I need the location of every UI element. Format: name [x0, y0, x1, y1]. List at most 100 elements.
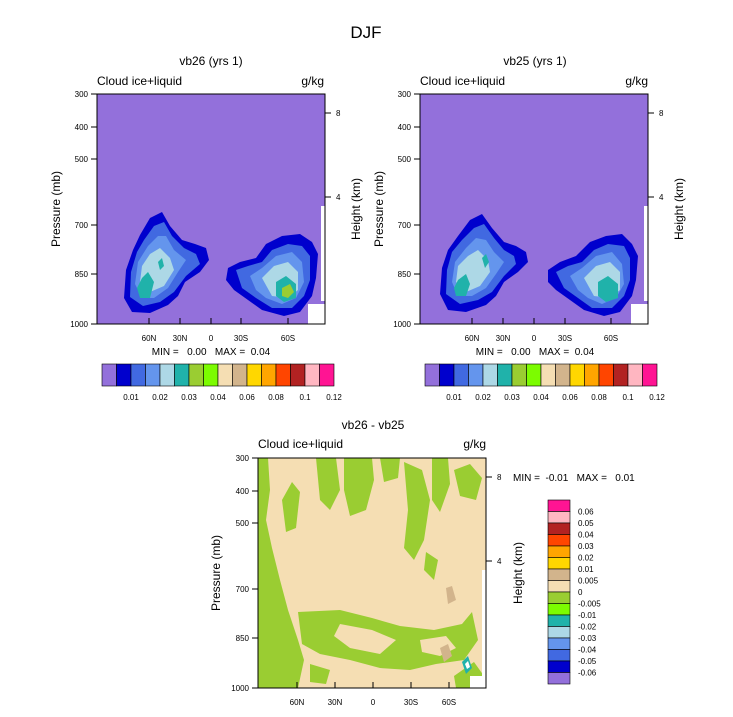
colorbar-swatch	[547, 614, 571, 627]
colorbar-swatch	[497, 363, 513, 387]
colorbar-label: 0.03	[504, 393, 520, 402]
pressure-tick: 700	[75, 221, 89, 230]
pressure-tick: 850	[236, 634, 250, 643]
colorbar-label: -0.02	[578, 623, 597, 632]
lat-tick: 0	[209, 334, 214, 343]
colorbar-swatch	[547, 568, 571, 581]
missing-data-mask	[470, 676, 487, 688]
colorbar-label: 0.03	[181, 393, 197, 402]
colorbar-label: 0.08	[591, 393, 607, 402]
field-label: Cloud ice+liquid	[258, 437, 343, 451]
pressure-tick: 1000	[393, 320, 411, 329]
units-label: g/kg	[301, 74, 324, 88]
plot-frame	[257, 457, 487, 689]
lat-tick: 0	[371, 698, 376, 707]
pressure-tick: 700	[398, 221, 412, 230]
colorbar-label: 0.01	[578, 565, 594, 574]
colorbar-label: 0.02	[578, 554, 594, 563]
colorbar-swatch	[304, 363, 320, 387]
page-title: DJF	[350, 23, 381, 42]
colorbar-swatch	[547, 522, 571, 535]
colorbar-label: 0.08	[268, 393, 284, 402]
lat-tick: 30S	[234, 334, 248, 343]
colorbar-label: 0.12	[326, 393, 342, 402]
lat-tick: 30S	[404, 698, 418, 707]
pressure-tick: 850	[398, 270, 412, 279]
colorbar-label: -0.04	[578, 646, 597, 655]
colorbar-swatch	[555, 363, 571, 387]
colorbar-swatch	[547, 580, 571, 593]
colorbar-label: 0.05	[578, 519, 594, 528]
colorbar-swatch	[547, 637, 571, 650]
colorbar-swatch	[547, 591, 571, 604]
colorbar-label: 0	[578, 588, 583, 597]
colorbar-swatch	[424, 363, 440, 387]
min-max-stats: MIN = 0.00 MAX = 0.04	[476, 347, 595, 358]
colorbar-swatch	[547, 603, 571, 616]
pressure-tick: 300	[75, 90, 89, 99]
colorbar-swatch	[547, 511, 571, 524]
colorbar: 0.01 0.02 0.03 0.04 0.06 0.08 0.1 0.12	[424, 363, 665, 402]
colorbar-label: 0.04	[578, 531, 594, 540]
pressure-tick: 850	[75, 270, 89, 279]
pressure-axis: 300 400 500 700 850 1000 Pressure (mb)	[209, 454, 258, 693]
colorbar-swatch	[217, 363, 233, 387]
height-tick: 4	[497, 557, 502, 566]
pressure-axis: 300 400 500 700 850 1000 Pressure (mb)	[372, 90, 420, 329]
panel-title: vb26 - vb25	[342, 418, 405, 432]
height-tick: 4	[336, 193, 341, 202]
colorbar-label: 0.01	[446, 393, 462, 402]
colorbar-swatch	[547, 649, 571, 662]
units-label: g/kg	[463, 437, 486, 451]
height-axis-label: Height (km)	[511, 542, 525, 604]
pressure-tick: 400	[75, 123, 89, 132]
pressure-tick: 300	[398, 90, 412, 99]
field-label: Cloud ice+liquid	[420, 74, 505, 88]
pressure-tick: 700	[236, 585, 250, 594]
height-axis-label: Height (km)	[349, 178, 363, 240]
cloud-contours-south	[226, 234, 318, 316]
colorbar-label: 0.06	[562, 393, 578, 402]
colorbar: 0.06 0.05 0.04 0.03 0.02 0.01 0.005 0 -0.005 -0.0…	[547, 499, 601, 685]
height-axis: 8 4 Height (km)	[486, 473, 525, 604]
colorbar-swatch	[569, 363, 585, 387]
colorbar: 0.01 0.02 0.03 0.04 0.06 0.08 0.1 0.12	[101, 363, 342, 402]
colorbar-swatch	[439, 363, 455, 387]
colorbar-swatch	[232, 363, 248, 387]
panel-vb26: vb26 (yrs 1) Cloud ice+liquid g/kg 300 4…	[49, 54, 363, 402]
colorbar-swatch	[511, 363, 527, 387]
colorbar-swatch	[598, 363, 614, 387]
colorbar-swatch	[101, 363, 117, 387]
pressure-tick: 300	[236, 454, 250, 463]
colorbar-swatch	[453, 363, 469, 387]
height-axis-label: Height (km)	[672, 178, 686, 240]
missing-data-mask	[321, 206, 326, 301]
pressure-tick: 1000	[70, 320, 88, 329]
colorbar-swatch	[547, 545, 571, 558]
lat-tick: 30S	[558, 334, 572, 343]
colorbar-label: 0.02	[475, 393, 491, 402]
panel-vb25: vb25 (yrs 1) Cloud ice+liquid g/kg 300 4…	[372, 54, 686, 402]
colorbar-swatch	[642, 363, 658, 387]
colorbar-label: 0.1	[622, 393, 634, 402]
lat-tick: 0	[532, 334, 537, 343]
pressure-tick: 500	[398, 155, 412, 164]
colorbar-label: 0.12	[649, 393, 665, 402]
colorbar-label: -0.01	[578, 611, 597, 620]
colorbar-label: -0.005	[578, 600, 601, 609]
colorbar-swatch	[547, 534, 571, 547]
colorbar-label: 0.04	[210, 393, 226, 402]
panel-title: vb26 (yrs 1)	[179, 54, 242, 68]
pressure-tick: 400	[398, 123, 412, 132]
colorbar-swatch	[145, 363, 161, 387]
colorbar-label: 0.06	[239, 393, 255, 402]
pressure-axis: 300 400 500 700 850 1000 Pressure (mb)	[49, 90, 97, 329]
field-label: Cloud ice+liquid	[97, 74, 182, 88]
cloud-contours-south	[548, 234, 638, 316]
lat-tick: 60S	[604, 334, 618, 343]
units-label: g/kg	[625, 74, 648, 88]
colorbar-swatch	[116, 363, 132, 387]
latitude-axis: 60N 30N 0 30S 60S	[290, 682, 456, 707]
colorbar-swatch	[584, 363, 600, 387]
colorbar-swatch	[547, 626, 571, 639]
